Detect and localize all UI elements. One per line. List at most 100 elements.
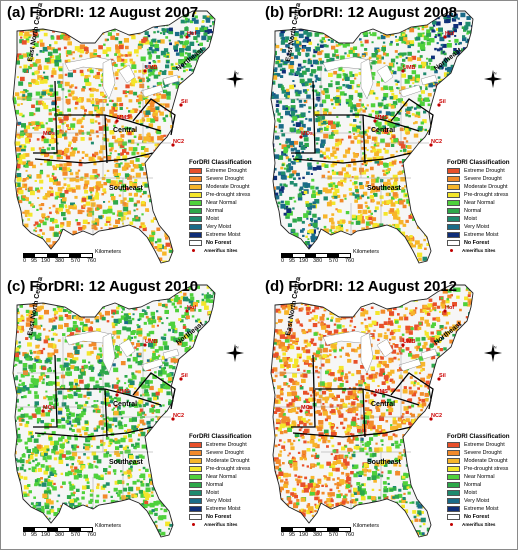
scale-bar: Kilometers 0 95 190 380 570 760: [23, 523, 123, 539]
lake: [102, 58, 116, 100]
map-panel-d: (d) ForDRI: 12 August 2012 East North Ce…: [261, 277, 515, 547]
legend-item: Pre-drought stress: [189, 465, 252, 473]
legend-label: No Forest: [464, 240, 490, 246]
legend-swatch: [447, 232, 460, 238]
map-b: [270, 10, 474, 264]
scale-tick: 0: [23, 532, 27, 538]
region-boundary: [34, 426, 154, 438]
legend-item: Very Moist: [447, 223, 510, 231]
site-label: MMS: [375, 115, 388, 121]
region-boundary: [292, 426, 412, 438]
legend-swatch: [447, 466, 460, 472]
legend-label: Moist: [464, 216, 477, 222]
legend-label: Pre-drought stress: [464, 466, 509, 472]
legend-item: Very Moist: [189, 497, 252, 505]
legend-label: Extreme Moist: [206, 506, 241, 512]
lake: [118, 64, 136, 84]
legend-swatch: [189, 506, 202, 512]
ameriflux-site-dot: [401, 69, 405, 73]
region-label: Central: [371, 401, 396, 408]
region-boundary: [33, 80, 58, 154]
legend-label: Near Normal: [464, 474, 495, 480]
legend-swatch: [189, 498, 202, 504]
legend-item: Very Moist: [447, 497, 510, 505]
lake: [162, 74, 180, 86]
map-outline: [12, 10, 216, 264]
legend-swatch: [447, 514, 460, 520]
site-label: Hof: [187, 305, 197, 311]
region-boundary: [34, 152, 154, 164]
legend-swatch: [189, 458, 202, 464]
legend-swatch: [189, 216, 202, 222]
legend-item: Normal: [189, 481, 252, 489]
forest-cells: [271, 285, 473, 537]
legend-label: Severe Drought: [206, 176, 244, 182]
legend: ForDRI Classification Extreme Drought Seve…: [447, 433, 510, 528]
site-label: Sil: [181, 99, 188, 105]
legend-label: Severe Drought: [464, 176, 502, 182]
scale-tick: 760: [87, 258, 97, 264]
legend-label: No Forest: [464, 514, 490, 520]
scale-tick: 0: [23, 258, 27, 264]
legend-ameriflux: Ameriflux Sites: [189, 247, 252, 254]
legend-item: Near Normal: [447, 473, 510, 481]
scale-tick: 190: [41, 258, 51, 264]
scale-tick: 95: [31, 258, 38, 264]
ameriflux-site-dot: [437, 103, 441, 107]
site-label: Hof: [445, 305, 455, 311]
ameriflux-site-dot: [429, 143, 433, 147]
legend-item: No Forest: [189, 513, 252, 521]
legend-item: Extreme Drought: [447, 167, 510, 175]
ameriflux-site-dot: [179, 377, 183, 381]
panel-title: (b) ForDRI: 12 August 2008: [265, 4, 457, 21]
scale-tick: 760: [345, 532, 355, 538]
legend-item: No Forest: [447, 239, 510, 247]
ameriflux-site-dot: [437, 377, 441, 381]
map-c: [12, 284, 216, 538]
north-arrow-icon: N: [483, 343, 503, 363]
legend-label: Extreme Drought: [206, 168, 247, 174]
region-label: Central: [113, 127, 138, 134]
scale-bar: Kilometers 0 95 190 380 570 760: [281, 249, 381, 265]
legend-label: Pre-drought stress: [206, 466, 251, 472]
scale-tick: 570: [329, 258, 339, 264]
legend-item: Moderate Drought: [189, 457, 252, 465]
legend-item: Normal: [447, 481, 510, 489]
legend-label: Very Moist: [464, 224, 490, 230]
north-arrow-icon: N: [225, 343, 245, 363]
legend-label: Moist: [464, 490, 477, 496]
site-label: MMS: [375, 389, 388, 395]
legend-ameriflux: Ameriflux Sites: [189, 521, 252, 528]
legend-item: Pre-drought stress: [447, 465, 510, 473]
legend-label: Moderate Drought: [206, 184, 250, 190]
legend-label: Moderate Drought: [464, 458, 508, 464]
site-label: UMB: [145, 65, 158, 71]
legend-label: Severe Drought: [206, 450, 244, 456]
legend-label: Very Moist: [464, 498, 490, 504]
legend-swatch: [189, 490, 202, 496]
lake: [398, 84, 422, 98]
legend-label: Normal: [206, 482, 224, 488]
legend-swatch: [189, 232, 202, 238]
legend-swatch: [189, 224, 202, 230]
scale-tick: 190: [299, 258, 309, 264]
lake: [376, 64, 394, 84]
legend-item: Extreme Drought: [189, 167, 252, 175]
site-label: MMS: [117, 115, 130, 121]
legend-item: Very Moist: [189, 223, 252, 231]
legend-swatch: [447, 490, 460, 496]
region-boundary: [104, 114, 108, 164]
legend-swatch: [447, 506, 460, 512]
ameriflux-dot-icon: [192, 523, 195, 526]
legend-swatch: [189, 200, 202, 206]
scale-unit: Kilometers: [353, 249, 379, 255]
ameriflux-site-dot: [41, 135, 45, 139]
site-label: MOs: [43, 405, 55, 411]
legend-swatch: [447, 224, 460, 230]
panel-title: (d) ForDRI: 12 August 2012: [265, 278, 457, 295]
panel-title: (a) ForDRI: 12 August 2007: [7, 4, 199, 21]
ameriflux-site-dot: [143, 343, 147, 347]
legend-label: Very Moist: [206, 224, 232, 230]
region-boundary: [57, 388, 162, 406]
lake: [162, 348, 180, 360]
